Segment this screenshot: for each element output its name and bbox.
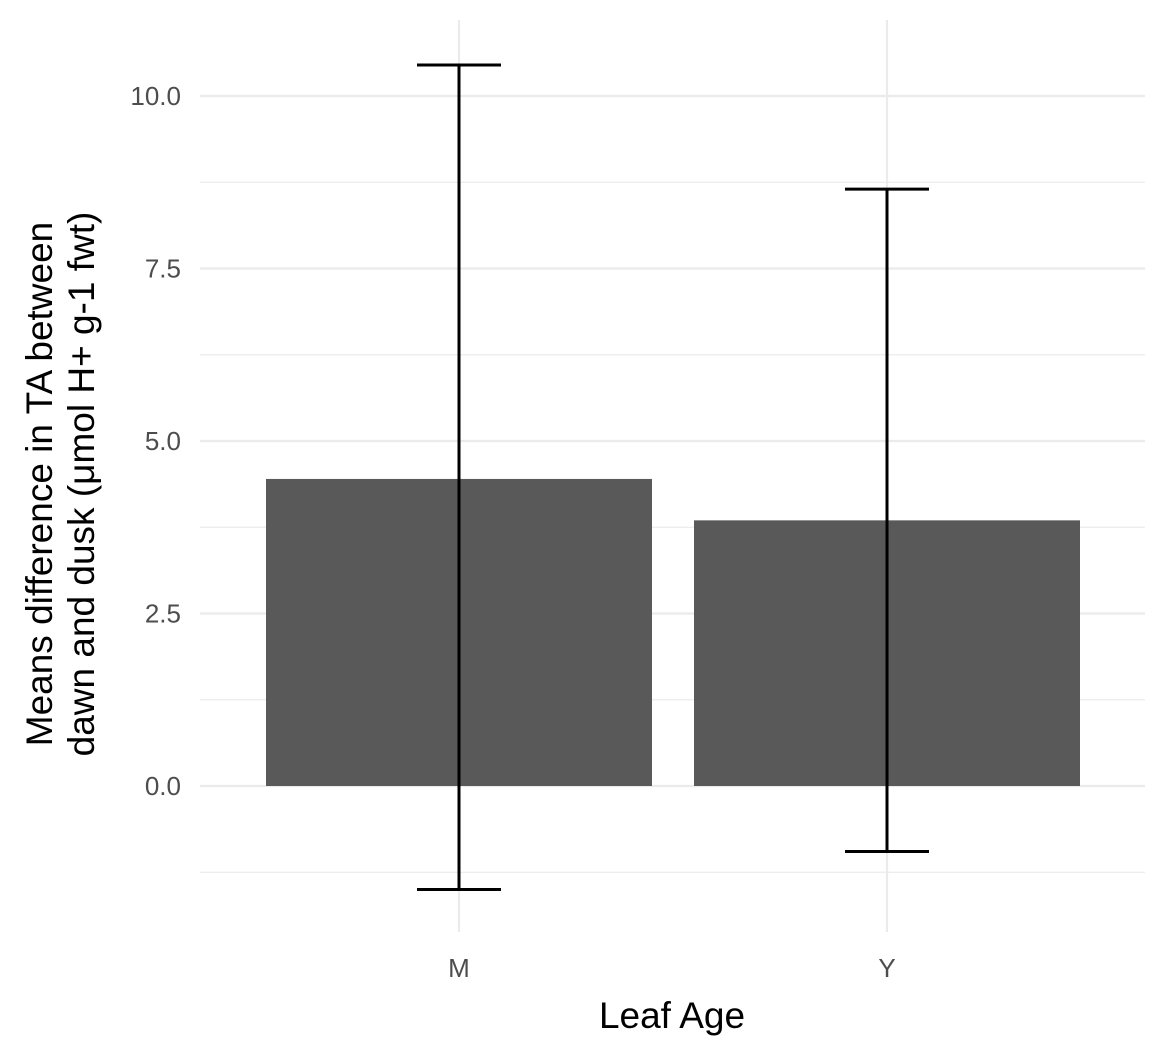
y-axis-title-line-1: Means difference in TA between	[19, 222, 60, 747]
error-bar-Y	[845, 187, 929, 854]
y-axis-title: Means difference in TA between dawn and …	[19, 212, 102, 757]
y-tick-labels: 0.0 2.5 5.0 7.5 10.0	[130, 81, 181, 801]
x-tick-label: Y	[878, 953, 895, 983]
y-tick-label: 7.5	[145, 254, 181, 284]
x-axis-title: Leaf Age	[599, 995, 745, 1036]
y-tick-label: 5.0	[145, 426, 181, 456]
y-axis-title-line-2: dawn and dusk (μmol H+ g-1 fwt)	[61, 212, 102, 757]
error-bars	[417, 63, 929, 891]
y-tick-label: 0.0	[145, 771, 181, 801]
x-tick-label: M	[448, 953, 470, 983]
grid-lines	[200, 20, 1145, 932]
error-bar-M	[417, 63, 501, 891]
y-tick-label: 10.0	[130, 81, 181, 111]
y-tick-label: 2.5	[145, 599, 181, 629]
bars	[266, 478, 1080, 786]
